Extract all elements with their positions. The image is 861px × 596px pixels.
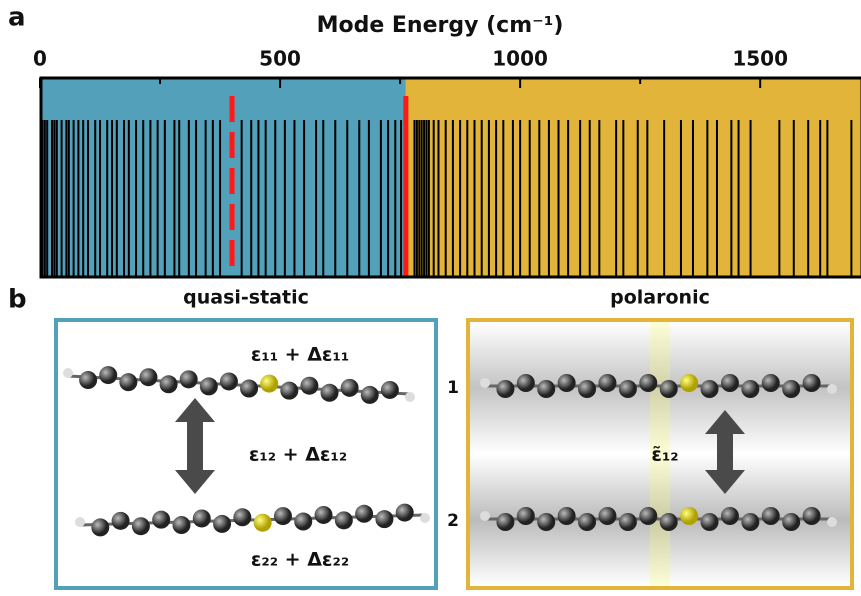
backbone [80,515,425,525]
carbon [701,380,719,398]
hydrogen [75,517,85,527]
carbon [537,380,555,398]
page: a b Mode Energy (cm⁻¹) quasi-static pola… [0,0,861,596]
carbon [762,507,780,525]
carbon [119,373,137,391]
carbon [294,513,312,531]
energy-label: ε₁₂ + Δε₁₂ [249,444,347,466]
carbon [782,380,800,398]
carbon [578,513,596,531]
carbon [213,515,231,533]
carbon [91,518,109,536]
carbon [598,374,616,392]
x-tick-label: 1000 [492,47,548,71]
x-tick-label: 1500 [732,47,788,71]
coupling-label: ε̃₁₂ [651,444,678,466]
figure: a b Mode Energy (cm⁻¹) quasi-static pola… [0,0,861,596]
carbon [558,374,576,392]
carbon [240,380,258,398]
carbon [619,513,637,531]
carbon [300,377,318,395]
carbon [280,382,298,400]
carbon [660,380,678,398]
carbon [721,507,739,525]
carbon [803,507,821,525]
carbon [741,380,759,398]
carbon [139,368,157,386]
carbon [361,386,379,404]
carbon [233,508,251,526]
panel-label: b [8,285,27,315]
hydrogen [63,368,73,378]
carbon [355,505,373,523]
hydrogen [827,517,837,527]
panel-title: polaronic [610,287,710,309]
carbon [99,366,117,384]
carbon [152,511,170,529]
x-tick-label: 0 [33,47,47,71]
carbon [558,507,576,525]
hydrogen [480,511,490,521]
hydrogen [405,392,415,402]
panel-title: quasi-static [183,287,309,309]
carbon [321,384,339,402]
carbon [660,513,678,531]
carbon [639,507,657,525]
carbon [496,380,514,398]
hydrogen [827,384,837,394]
sulfur [680,507,698,525]
molecule-label: 1 [447,378,459,398]
sulfur [260,375,278,393]
x-tick-label: 500 [259,47,301,71]
sulfur [254,514,272,532]
carbon [375,510,393,528]
carbon [79,371,97,389]
carbon [496,513,514,531]
carbon [160,375,178,393]
carbon [803,374,821,392]
carbon [619,380,637,398]
carbon [537,513,555,531]
carbon [741,513,759,531]
backbone [68,376,410,394]
carbon [598,507,616,525]
carbon [193,509,211,527]
sulfur [680,374,698,392]
molecule [63,366,415,404]
hydrogen [480,378,490,388]
panel-box [56,320,436,588]
molecule [75,504,430,537]
carbon [274,507,292,525]
carbon [578,380,596,398]
energy-label: ε₂₂ + Δε₂₂ [251,549,349,571]
carbon [132,517,150,535]
carbon [517,374,535,392]
carbon [396,504,414,522]
coupling-arrow [175,398,215,494]
carbon [220,372,238,390]
carbon [335,511,353,529]
carbon [762,374,780,392]
carbon [701,513,719,531]
molecule-label: 2 [447,511,459,531]
carbon [180,370,198,388]
carbon [517,507,535,525]
carbon [112,512,130,530]
carbon [341,379,359,397]
carbon [782,513,800,531]
carbon [172,516,190,534]
carbon [639,374,657,392]
panel-label: a [8,3,26,33]
carbon [381,381,399,399]
carbon [315,506,333,524]
chart-title: Mode Energy (cm⁻¹) [317,13,564,38]
carbon [721,374,739,392]
hydrogen [420,513,430,523]
energy-label: ε₁₁ + Δε₁₁ [251,344,349,366]
carbon [200,377,218,395]
